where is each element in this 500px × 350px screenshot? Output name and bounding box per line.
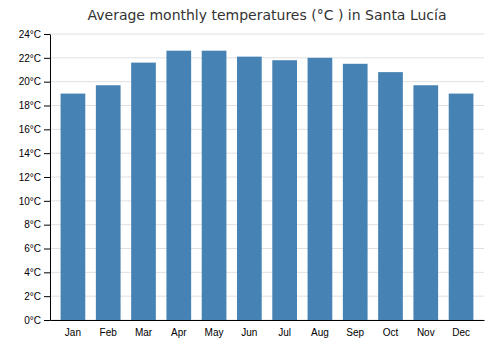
bar [308,58,333,320]
bar [166,51,191,320]
tick-label: May [205,327,224,338]
tick: Jun [241,327,257,338]
bars [61,51,474,320]
tick-label: 0°C [24,315,41,326]
tick-label: 18°C [19,100,41,111]
tick-label: Dec [452,327,470,338]
tick-label: 2°C [24,291,41,302]
tick: 14°C [19,148,50,159]
chart: 0°C 2°C 4°C 6°C 8°C 10°C 12°C 14°C 16°C 18°C 20°C 2… [0,0,500,350]
tick: 24°C [19,29,50,40]
tick-label: 6°C [24,243,41,254]
axis-line [51,320,485,321]
tick-mark [44,58,50,59]
bar [61,94,86,320]
tick-label: 12°C [19,172,41,183]
tick-label: 22°C [19,53,41,64]
bar [378,72,403,320]
tick: 18°C [19,100,50,111]
bar [449,94,474,320]
tick-label: Mar [135,327,153,338]
title: Average monthly temperatures (°C ) in Sa… [87,7,446,23]
tick-label: 8°C [24,219,41,230]
x-axis: Jan Feb Mar Apr May Jun Jul Aug Sep Oct Nov Dec [51,321,485,339]
tick-label: 16°C [19,124,41,135]
bar [413,85,438,320]
tick-mark [44,225,50,226]
tick-mark [44,201,50,202]
bar [131,63,156,320]
tick: Apr [171,327,187,338]
bar [96,85,121,320]
tick-label: 14°C [19,148,41,159]
tick-mark [44,82,50,83]
bar [202,51,227,320]
tick-mark [44,296,50,297]
tick: Aug [311,327,329,338]
tick: Sep [346,327,364,338]
axis-line [50,35,51,321]
tick-mark [44,249,50,250]
tick: Nov [417,327,435,338]
tick-label: 20°C [19,76,41,87]
tick: 12°C [19,172,50,183]
tick-label: Aug [311,327,329,338]
tick: 16°C [19,124,50,135]
bar [272,60,297,320]
tick-label: 4°C [24,267,41,278]
tick-label: Apr [171,327,187,338]
tick-mark [44,153,50,154]
tick: 2°C [24,291,50,302]
plot-area: 0°C 2°C 4°C 6°C 8°C 10°C 12°C 14°C 16°C 18°C 20°C 2… [19,29,485,338]
tick-label: Nov [417,327,435,338]
tick: Dec [452,327,470,338]
tick-label: Jul [278,327,291,338]
tick-label: Oct [383,327,399,338]
bar [237,57,262,320]
tick-mark [44,320,50,321]
tick-label: Jun [241,327,257,338]
tick: Mar [135,327,153,338]
tick-label: 24°C [19,29,41,40]
tick-label: Sep [346,327,364,338]
tick: 22°C [19,53,50,64]
tick-label: 10°C [19,196,41,207]
tick: 4°C [24,267,50,278]
tick-mark [44,129,50,130]
tick: 10°C [19,196,50,207]
tick: 20°C [19,76,50,87]
bar [343,64,368,320]
grid-line [50,81,484,82]
grid-line [50,34,484,35]
tick-mark [44,177,50,178]
tick: May [205,327,224,338]
tick-label: Feb [100,327,118,338]
y-axis: 0°C 2°C 4°C 6°C 8°C 10°C 12°C 14°C 16°C 18°C 20°C 2… [19,29,51,326]
tick-mark [44,106,50,107]
tick-label: Jan [65,327,81,338]
tick: Feb [100,327,118,338]
tick: Oct [383,327,399,338]
tick: Jul [278,327,291,338]
tick: 8°C [24,219,50,230]
tick-mark [44,272,50,273]
tick: 0°C [24,315,50,326]
tick: Jan [65,327,81,338]
grid-line [50,57,484,58]
tick: 6°C [24,243,50,254]
tick-mark [44,34,50,35]
grid [50,34,484,320]
